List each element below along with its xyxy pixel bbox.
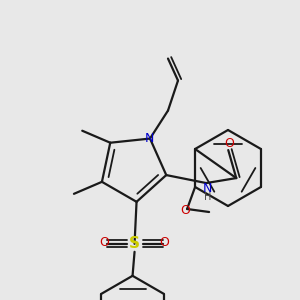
Text: N: N xyxy=(144,132,154,145)
Text: N: N xyxy=(202,182,212,195)
Text: O: O xyxy=(224,136,234,150)
Text: O: O xyxy=(180,203,190,217)
Text: O: O xyxy=(100,236,110,249)
Text: O: O xyxy=(160,236,170,249)
Text: S: S xyxy=(129,236,140,251)
Text: H: H xyxy=(204,192,211,202)
